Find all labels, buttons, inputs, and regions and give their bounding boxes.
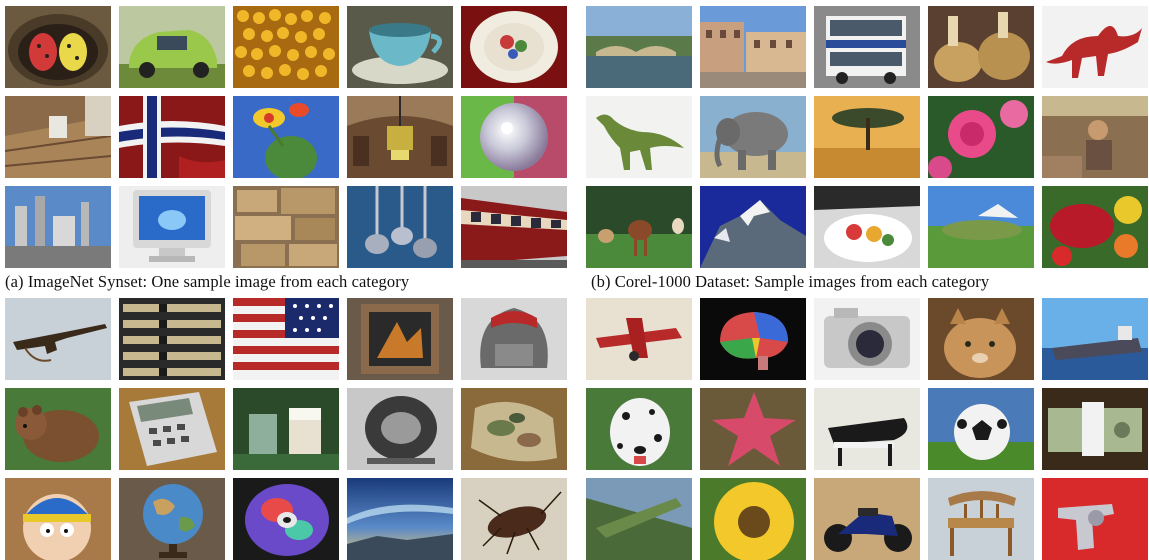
stone-wall-image (233, 186, 339, 268)
wooden-chair-image (928, 478, 1034, 560)
calculator-image (119, 388, 225, 470)
red-dinosaur-image (1042, 6, 1148, 88)
caption-imagenet: (a) ImageNet Synset: One sample image fr… (5, 272, 410, 291)
snowy-mountain-image (700, 186, 806, 268)
crt-monitor-image (119, 186, 225, 268)
crocodile-image (586, 478, 692, 560)
green-car-image (119, 6, 225, 88)
starfish-image (700, 388, 806, 470)
motorcycle-image (814, 478, 920, 560)
grand-piano-image (814, 388, 920, 470)
decorated-plate-image (461, 6, 567, 88)
imagenet-bottom-grid (5, 298, 567, 560)
vegetables-image (1042, 186, 1148, 268)
ship-image (1042, 298, 1148, 380)
horses-image (586, 186, 692, 268)
pink-roses-image (928, 96, 1034, 178)
red-train-image (461, 186, 567, 268)
cougar-image (928, 298, 1034, 380)
aurora-sky-image (347, 478, 453, 560)
old-buildings-image (700, 6, 806, 88)
chandelier-image (347, 96, 453, 178)
savanna-tree-image (814, 96, 920, 178)
green-dinosaur-image (586, 96, 692, 178)
crystal-ball-image (461, 96, 567, 178)
corel-1000-grid (586, 6, 1148, 268)
revolver-image (1042, 478, 1148, 560)
corn-kernels-image (233, 6, 339, 88)
digital-camera-image (814, 298, 920, 380)
us-flag-image (233, 298, 339, 380)
dalmatian-image (586, 388, 692, 470)
ladles-image (347, 186, 453, 268)
rifle-image (5, 298, 111, 380)
teacup-image (347, 6, 453, 88)
globe-image (119, 478, 225, 560)
caption-corel: (b) Corel-1000 Dataset: Sample images fr… (591, 272, 990, 291)
wooden-porch-image (5, 96, 111, 178)
norway-flag-image (119, 96, 225, 178)
baskets-image (928, 6, 1034, 88)
cactus-flower-image (233, 96, 339, 178)
backpack-image (461, 298, 567, 380)
brain-diagram-image (700, 298, 806, 380)
corel-bottom-grid (586, 298, 1148, 560)
cd-disc-image (233, 478, 339, 560)
framed-art-image (347, 298, 453, 380)
tire-image (347, 388, 453, 470)
river-bridge-image (586, 6, 692, 88)
double-decker-bus-image (814, 6, 920, 88)
glass-mugs-image (233, 388, 339, 470)
cartoon-character-image (5, 478, 111, 560)
sunflower-image (700, 478, 806, 560)
cockroach-image (461, 478, 567, 560)
red-airplane-image (586, 298, 692, 380)
eggs-in-nest-image (5, 6, 111, 88)
market-vendor-image (1042, 96, 1148, 178)
elephant-image (700, 96, 806, 178)
landscape-hills-image (928, 186, 1034, 268)
food-plate-image (814, 186, 920, 268)
industrial-plant-image (5, 186, 111, 268)
baseball-bats-image (119, 298, 225, 380)
brown-bear-image (5, 388, 111, 470)
camouflage-cloth-image (461, 388, 567, 470)
dollar-bill-image (1042, 388, 1148, 470)
imagenet-synset-grid (5, 6, 567, 268)
soccer-ball-image (928, 388, 1034, 470)
